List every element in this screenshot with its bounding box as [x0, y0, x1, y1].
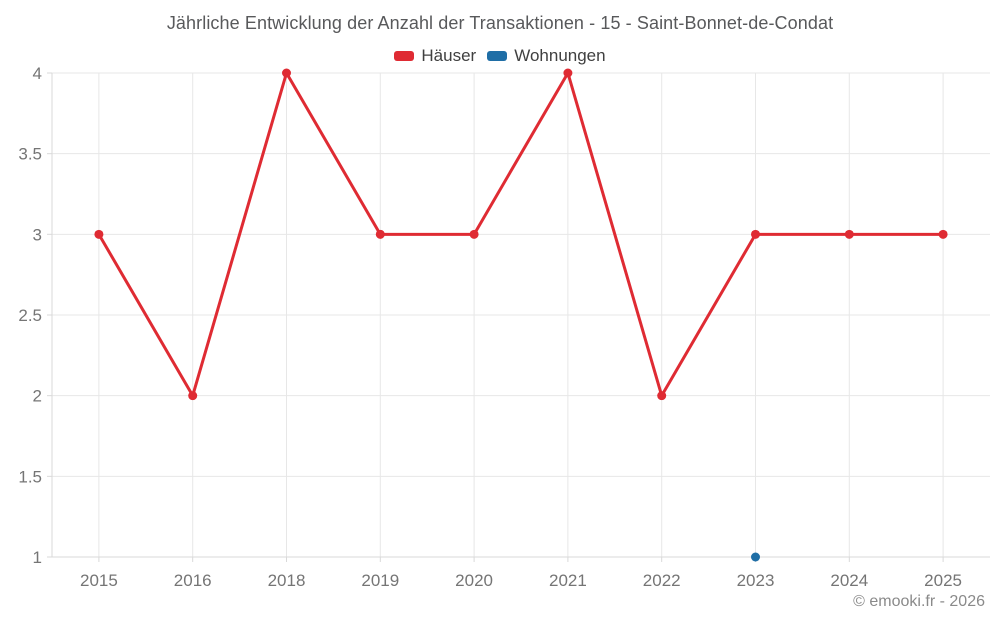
attribution: © emooki.fr - 2026	[853, 593, 985, 610]
legend-item-wohnungen: Wohnungen	[487, 46, 606, 66]
svg-text:2015: 2015	[80, 571, 118, 590]
svg-text:2022: 2022	[643, 571, 681, 590]
legend-label-haeuser: Häuser	[421, 46, 477, 65]
svg-text:3.5: 3.5	[18, 145, 42, 164]
svg-text:3: 3	[33, 225, 42, 244]
legend-label-wohnungen: Wohnungen	[514, 46, 606, 65]
legend: Häuser Wohnungen	[0, 46, 1000, 66]
svg-text:2016: 2016	[174, 571, 212, 590]
svg-text:2019: 2019	[361, 571, 399, 590]
svg-text:4: 4	[33, 64, 42, 83]
svg-text:2020: 2020	[455, 571, 493, 590]
svg-text:2.5: 2.5	[18, 306, 42, 325]
svg-text:1: 1	[33, 548, 42, 567]
svg-text:2: 2	[33, 387, 42, 406]
svg-text:2021: 2021	[549, 571, 587, 590]
svg-text:2025: 2025	[924, 571, 962, 590]
legend-swatch-wohnungen	[487, 51, 508, 61]
legend-swatch-haeuser	[394, 51, 415, 61]
svg-text:2018: 2018	[268, 571, 306, 590]
svg-text:2023: 2023	[737, 571, 775, 590]
svg-text:1.5: 1.5	[18, 467, 42, 486]
svg-text:2024: 2024	[830, 571, 868, 590]
chart-title: Jährliche Entwicklung der Anzahl der Tra…	[166, 13, 834, 33]
legend-item-haeuser: Häuser	[394, 46, 476, 66]
